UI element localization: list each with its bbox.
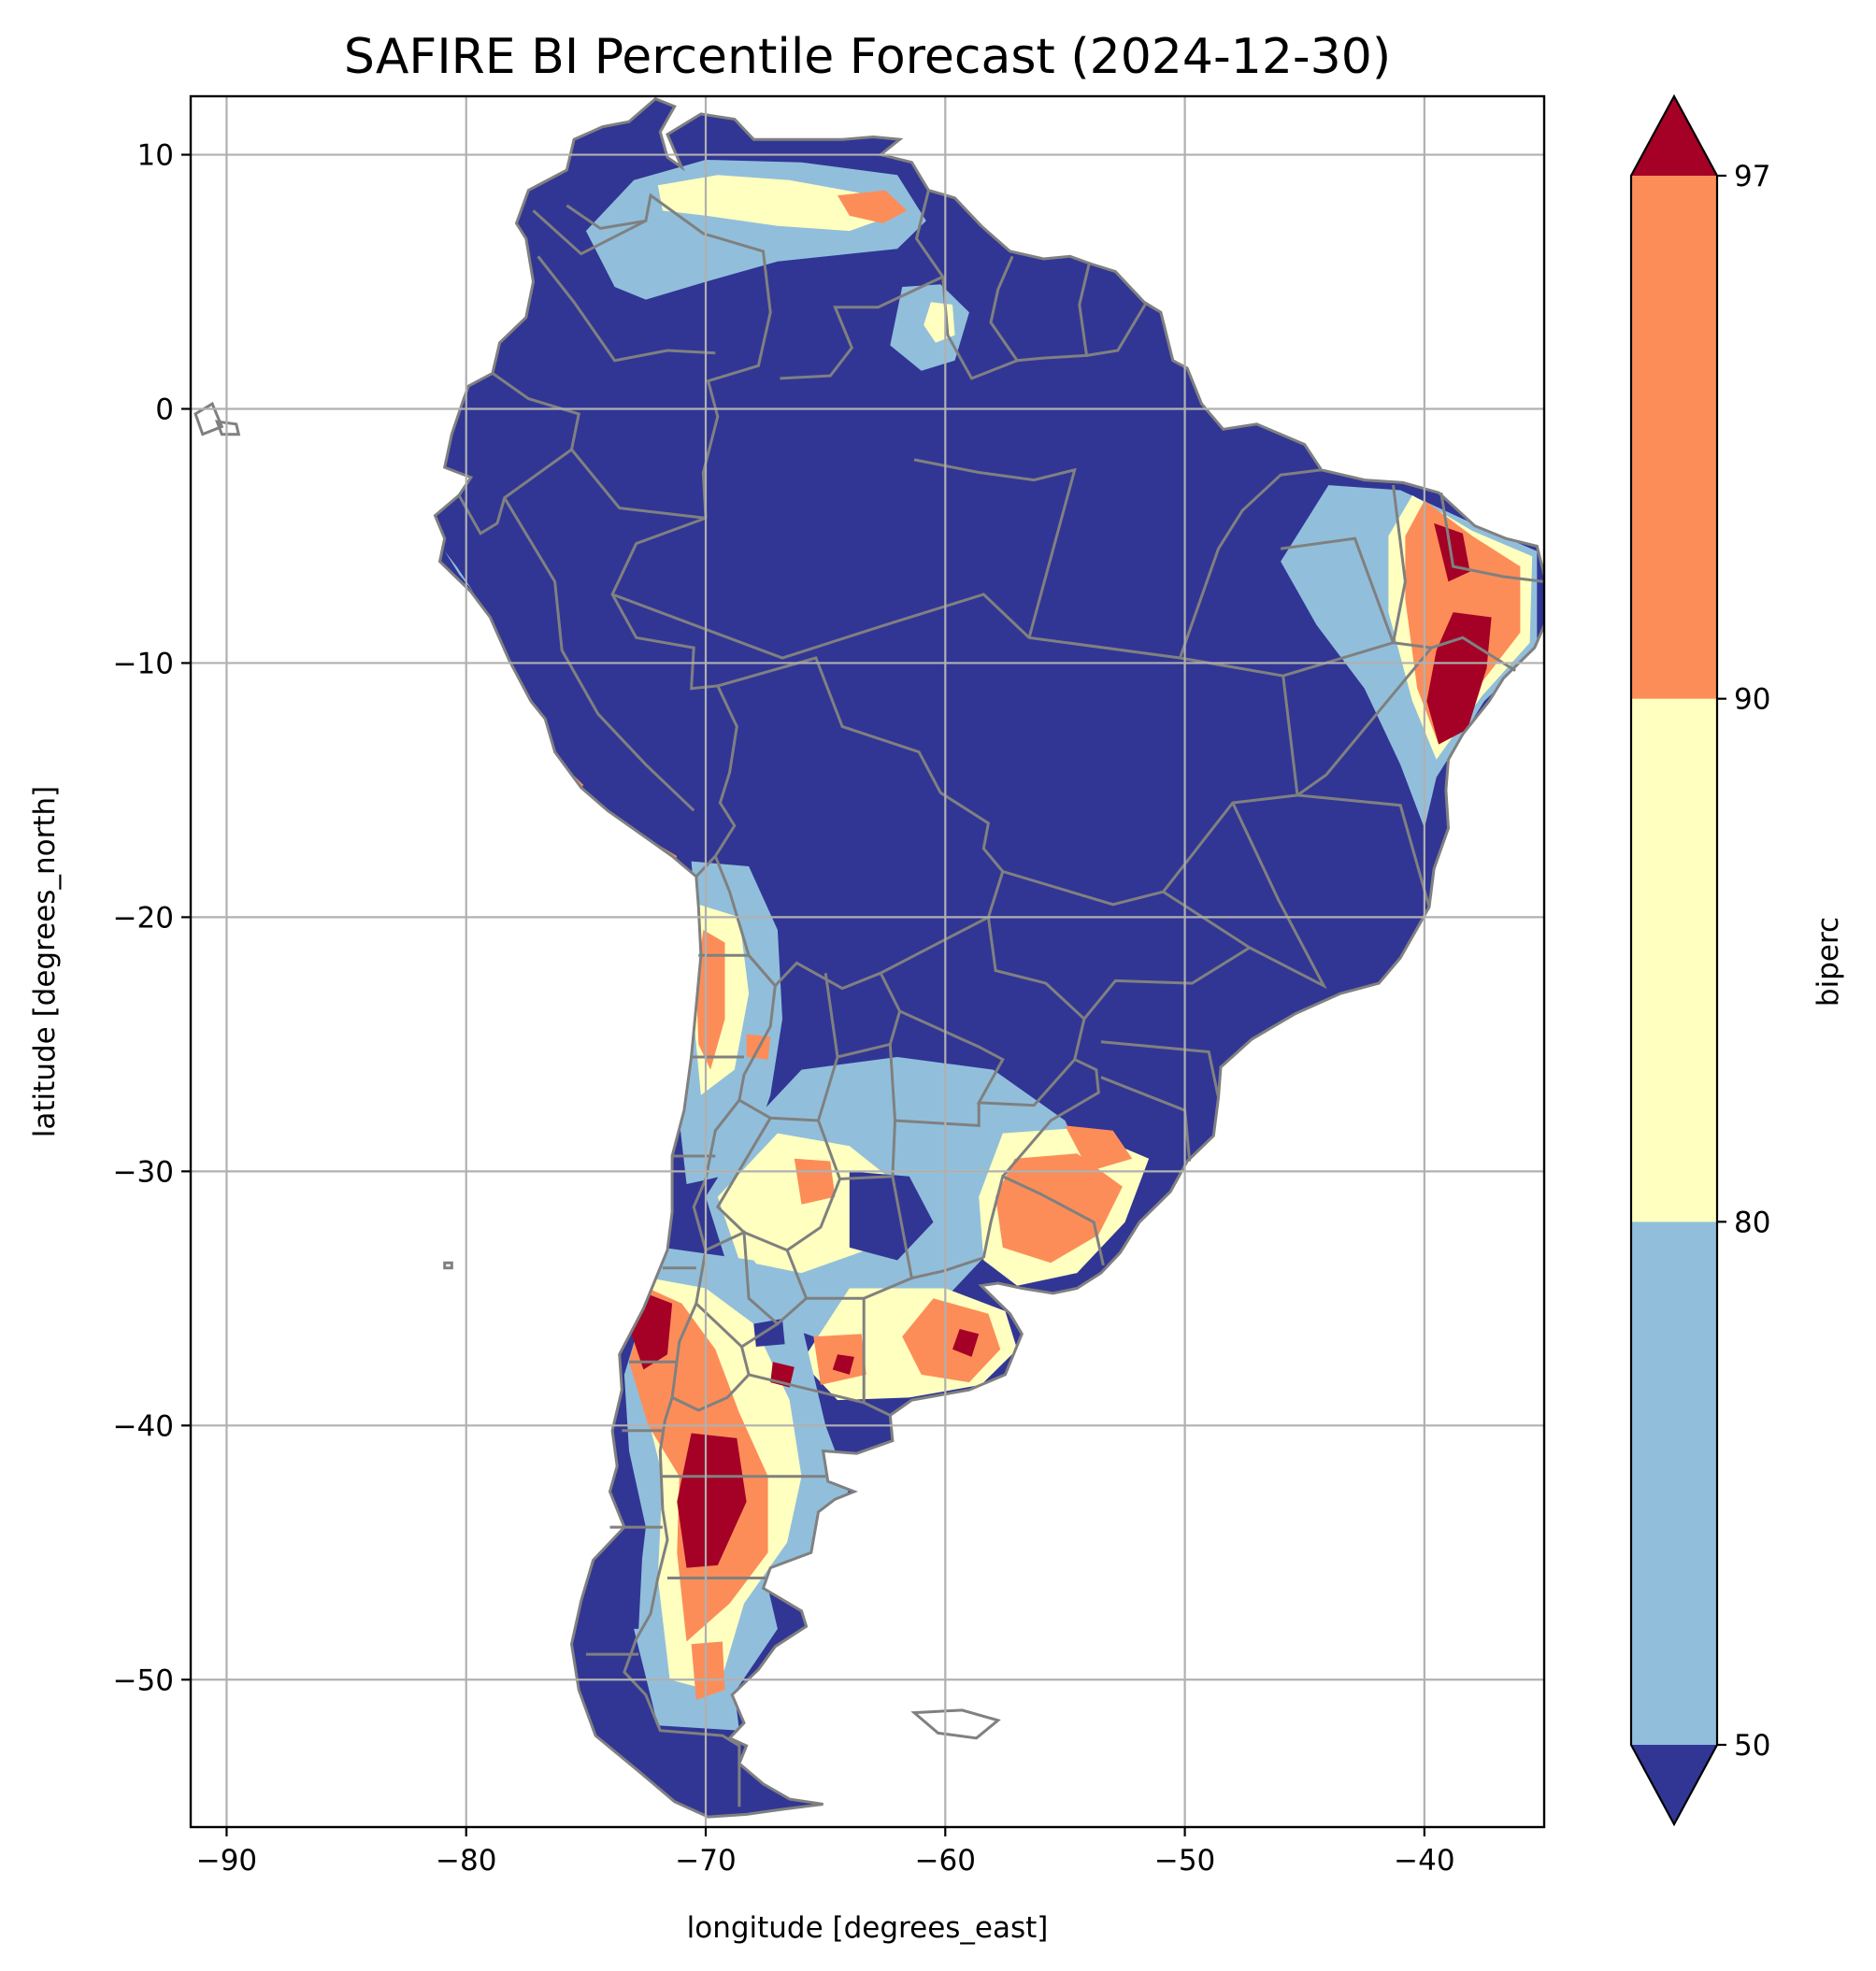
x-tick-label: −70: [675, 1844, 736, 1878]
island-outline: [193, 401, 224, 436]
border-line: [537, 255, 716, 363]
country-borders: [457, 190, 1544, 1807]
border-line: [785, 1178, 912, 1300]
colorbar-segment: [1631, 176, 1717, 699]
border-line: [566, 204, 647, 230]
border-line: [780, 190, 945, 380]
border-line: [1293, 647, 1433, 907]
border-line: [705, 1230, 808, 1326]
border-line: [715, 1117, 788, 1252]
percentile-patch: [849, 1171, 934, 1261]
border-line: [748, 1373, 865, 1405]
axes-frame: [189, 94, 1546, 1829]
y-tick-label: 0: [155, 393, 174, 427]
border-line: [1162, 802, 1327, 990]
x-tick-label: −60: [915, 1844, 976, 1878]
colorbar-tick-label: 80: [1734, 1206, 1770, 1239]
border-line: [981, 1174, 1105, 1266]
border-line: [1086, 301, 1148, 357]
map-title: SAFIRE BI Percentile Forecast (2024-12-3…: [344, 29, 1391, 85]
y-tick-label: 10: [137, 139, 174, 173]
border-line: [570, 449, 707, 520]
percentile-patch: [832, 1354, 854, 1375]
y-tick-label: −30: [113, 1155, 174, 1189]
y-tick-label: −10: [113, 647, 174, 680]
island-outline: [443, 1261, 453, 1270]
border-line: [891, 1176, 984, 1280]
colorbar-label: biperc: [1812, 917, 1845, 1007]
y-tick-label: −50: [113, 1664, 174, 1697]
border-line: [817, 1120, 896, 1181]
y-axis-label: latitude [degrees_north]: [28, 786, 62, 1137]
colorbar-extend-bottom: [1631, 1745, 1717, 1824]
border-line: [1082, 946, 1251, 1021]
colorbar-ticks: 50 80 90 97: [1717, 160, 1770, 1763]
border-line: [1001, 1058, 1100, 1178]
percentile-patch: [657, 175, 893, 232]
colorbar-segment: [1631, 698, 1717, 1222]
percentile-patch: [952, 1329, 980, 1357]
colorbar-extend-top: [1631, 96, 1717, 176]
percentile-patch: [600, 1527, 644, 1629]
border-line: [1178, 468, 1322, 659]
percentile-patch: [794, 1158, 836, 1205]
colorbar-segment: [1631, 1221, 1717, 1745]
y-tick-label: −20: [113, 901, 174, 935]
map-area: [191, 96, 1544, 1827]
x-tick-label: −80: [436, 1844, 496, 1878]
percentile-patch: [838, 190, 908, 223]
border-line: [879, 917, 1086, 1107]
x-ticks: −90 −80 −70 −60 −50 −40: [196, 1827, 1455, 1878]
border-line: [738, 1056, 839, 1122]
x-tick-label: −50: [1154, 1844, 1215, 1878]
small-islands: [193, 401, 1001, 1740]
colorbar-tick-label: 90: [1734, 683, 1770, 717]
border-line: [532, 193, 772, 519]
border-line: [503, 496, 695, 812]
percentile-patch: [902, 1298, 1001, 1383]
border-line: [862, 1298, 891, 1417]
x-tick-label: −90: [196, 1844, 257, 1878]
percentile-patch: [1065, 1125, 1133, 1172]
x-tick-label: −40: [1394, 1844, 1454, 1878]
border-line: [823, 972, 902, 1059]
gridlines: [191, 96, 1544, 1827]
colorbar-tick-label: 97: [1734, 160, 1770, 193]
border-line: [888, 1044, 981, 1127]
border-line: [457, 372, 580, 536]
percentile-patch: [677, 1433, 747, 1568]
y-tick-label: −40: [113, 1409, 174, 1443]
percentile-patch: [995, 1153, 1123, 1264]
border-line: [1391, 484, 1516, 672]
colorbar: [1629, 93, 1719, 1827]
border-line: [1100, 1040, 1220, 1098]
percentile-patch: [691, 1641, 725, 1700]
border-line: [913, 458, 1077, 638]
percentile-patch: [695, 930, 725, 1070]
border-line: [1439, 492, 1544, 583]
island-outline: [214, 420, 241, 436]
border-line: [611, 593, 1299, 907]
y-ticks: 10 0 −10 −20 −30 −40 −50: [113, 139, 191, 1697]
island-outline: [910, 1708, 1001, 1740]
x-axis-label: longitude [degrees_east]: [687, 1911, 1049, 1945]
colorbar-tick-label: 50: [1734, 1729, 1770, 1763]
border-line: [1280, 536, 1396, 678]
border-line: [671, 1346, 751, 1412]
coastline: [433, 96, 1544, 1819]
